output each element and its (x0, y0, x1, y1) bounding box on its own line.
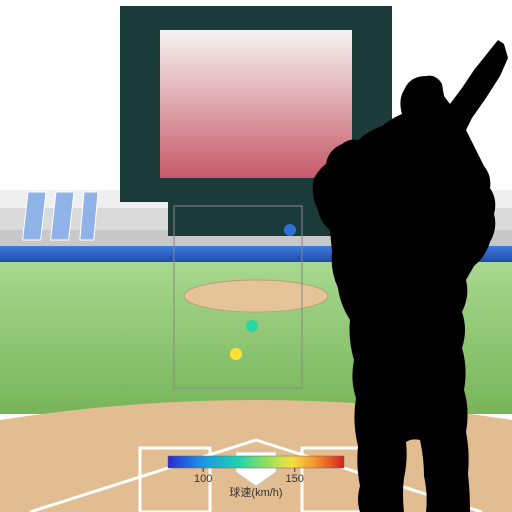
scoreboard-screen (160, 30, 352, 178)
pitch-location-chart: 100 150 球速(km/h) (0, 0, 512, 512)
pitch-marker (284, 224, 296, 236)
pitch-marker (230, 348, 242, 360)
legend-colorbar (168, 456, 344, 468)
legend-tick-label: 100 (194, 473, 212, 485)
pitch-marker (246, 320, 258, 332)
legend-label: 球速(km/h) (229, 485, 282, 499)
legend-tick-label: 150 (286, 473, 304, 485)
pitchers-mound (184, 280, 328, 312)
